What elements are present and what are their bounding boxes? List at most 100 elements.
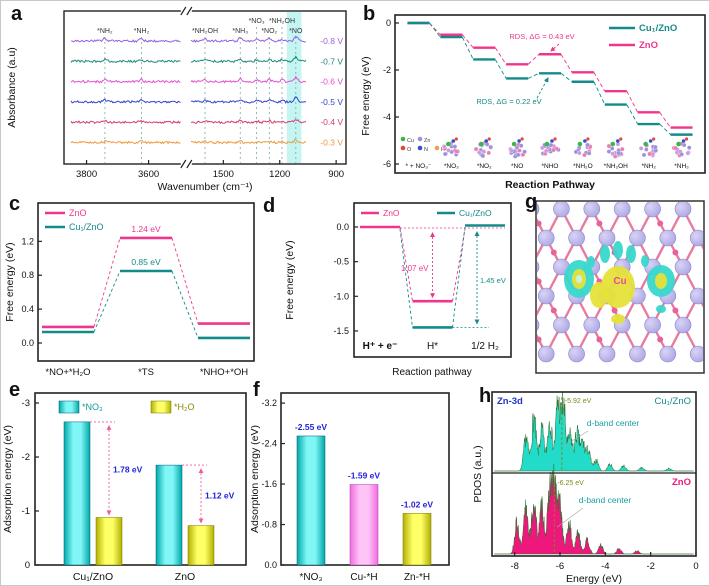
step-connector <box>461 36 474 60</box>
o-atom <box>537 336 542 343</box>
y-tick-label: -0.8 <box>261 520 277 530</box>
step-connector <box>593 72 606 92</box>
charge-isosurface <box>655 273 667 289</box>
y-tick-label: 0.4 <box>21 304 34 314</box>
difference-label: 1.78 eV <box>113 465 143 475</box>
step-connector <box>93 237 121 328</box>
y-tick-label: -6 <box>383 159 391 169</box>
series-label: Cu₁/ZnO <box>655 396 691 407</box>
zn-atom <box>674 316 692 334</box>
y-tick-label: 0.0 <box>336 222 349 232</box>
y-tick-label: -3 <box>22 398 30 409</box>
adsorption-bar <box>349 484 379 566</box>
spectrum-line <box>70 78 181 84</box>
peak-label: *NO₂ <box>261 28 277 35</box>
y-axis-label: Absorbance (a.u) <box>6 47 18 128</box>
y-tick-label: -2 <box>383 65 391 75</box>
series-voltage-label: -0.7 V <box>320 56 343 66</box>
o-atom <box>596 220 603 227</box>
zn-atom <box>537 287 555 305</box>
y-axis-label: Free energy (eV) <box>360 56 372 135</box>
x-axis-label: Reaction pathway <box>392 367 472 378</box>
bar-no3 <box>63 421 91 566</box>
y-tick-label: -1.0 <box>333 291 349 301</box>
o-atom <box>657 336 664 343</box>
atom-legend-dot <box>400 136 406 142</box>
dband-annotation: d-band center <box>579 495 632 505</box>
axis-break <box>180 159 187 169</box>
legend-item: ZnO <box>383 208 400 218</box>
zn-atom <box>537 319 540 331</box>
bar-h2o <box>95 517 123 566</box>
energy-annotation: 1.07 eV <box>401 264 429 273</box>
zn-atom <box>674 202 692 218</box>
category-label: *NO <box>511 163 523 170</box>
rds-annotation: RDS, ΔG = 0.43 eV <box>509 32 574 41</box>
peak-label: *NH₃ <box>232 28 248 35</box>
panel-c-label: c <box>9 193 21 215</box>
charge-isosurface <box>611 314 625 324</box>
axis-break <box>180 6 187 16</box>
zn-atom <box>598 345 616 363</box>
molecule-thumbnail <box>473 137 493 159</box>
zn-atom <box>598 229 616 247</box>
spectrum-line <box>70 37 181 43</box>
y-axis-label: Free energy (eV) <box>284 240 296 319</box>
category-label: *NH₂ <box>641 163 656 170</box>
zn-atom <box>659 345 677 363</box>
step-connector <box>659 123 671 135</box>
charge-isosurface <box>613 241 623 259</box>
zn-atom <box>629 229 646 247</box>
y-tick-label: 0.8 <box>21 270 34 280</box>
charge-isosurface <box>600 245 610 263</box>
o-atom <box>657 220 664 227</box>
y-tick-label: 0.0 <box>264 560 277 570</box>
step-connector <box>429 22 441 38</box>
y-tick-label: -2.4 <box>261 439 277 449</box>
panel-g-structure: Cu <box>521 200 705 374</box>
y-tick-label: 1.2 <box>21 236 34 246</box>
bond <box>521 325 531 354</box>
zn-atom <box>689 345 703 363</box>
bar-value-label: -2.55 eV <box>295 422 327 432</box>
category-label: *NH₂O <box>573 163 593 170</box>
axis-frame <box>37 202 255 362</box>
panel-h-chart: -5.92 eV -6.25 eV d-band center d-band cent… <box>473 391 699 585</box>
legend-item: *H₂O <box>174 402 195 412</box>
crystal-lattice: Cu <box>521 202 703 363</box>
molecule-thumbnail <box>573 137 593 158</box>
molecule-thumbnail <box>441 137 460 157</box>
dos-curve <box>494 463 694 555</box>
legend-item: Cu₁/ZnO <box>69 222 104 232</box>
peak-label: *NH₂OH <box>192 28 218 35</box>
step-connector <box>171 237 199 324</box>
category-label: H⁺ + e⁻ <box>363 341 398 352</box>
panel-c-chart: 0.0 0.4 0.8 1.2 1.24 eV 0.85 eV ZnO Cu₁/ZnO *NO+… <box>4 202 255 378</box>
panel-f-chart: 0.0 -0.8 -1.6 -2.4 -3.2 -2.55 eV *NO₃ -1.59 eV C… <box>251 392 450 583</box>
spectrum-line <box>190 75 307 84</box>
step-connector <box>626 104 639 125</box>
zn-atom <box>568 345 585 363</box>
y-tick-label: -2 <box>22 452 30 463</box>
bond <box>521 267 531 296</box>
series-voltage-label: -0.3 V <box>320 138 343 148</box>
category-label: *NO₃ <box>300 572 323 583</box>
panel-f-label: f <box>253 379 260 401</box>
axis-frame <box>491 391 697 557</box>
series-label: ZnO <box>672 477 691 488</box>
y-axis-label: PDOS (a.u.) <box>473 445 484 502</box>
series-voltage-label: -0.8 V <box>320 36 343 46</box>
legend-swatch <box>58 400 80 414</box>
step-connector <box>560 54 573 73</box>
zn-atom <box>644 202 661 218</box>
panel-h-label: h <box>479 385 492 407</box>
series-voltage-label: -0.6 V <box>320 77 343 87</box>
axis-frame <box>353 202 512 358</box>
category-label: *NH₂OH <box>604 163 628 170</box>
molecule-thumbnail <box>671 137 692 158</box>
molecule-thumbnail <box>540 137 561 156</box>
legend-swatch <box>150 400 172 414</box>
series-voltage-label: -0.5 V <box>320 97 343 107</box>
peak-label: *NH₂ <box>134 28 150 35</box>
